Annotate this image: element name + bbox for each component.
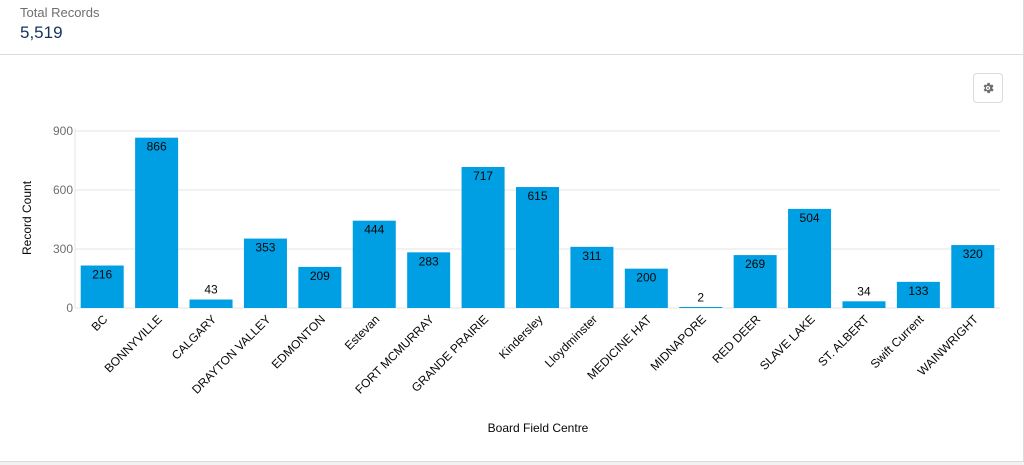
x-tick-label: MIDNAPORE <box>648 312 709 373</box>
bar <box>461 166 505 308</box>
data-label: 615 <box>527 189 547 203</box>
data-label: 717 <box>473 169 493 183</box>
bar <box>679 307 723 308</box>
x-tick-label: BC <box>89 312 111 334</box>
bar <box>570 246 614 308</box>
bar <box>407 252 451 308</box>
data-label: 200 <box>636 271 656 285</box>
x-tick-label: Kindersley <box>496 312 546 362</box>
x-axis-title: Board Field Centre <box>488 421 589 435</box>
data-label: 444 <box>364 223 384 237</box>
x-tick-label: RED DEER <box>710 312 764 366</box>
bar <box>80 265 124 308</box>
data-label: 504 <box>800 211 820 225</box>
chart-settings-button[interactable] <box>973 73 1003 103</box>
x-tick-label: SLAVE LAKE <box>757 312 818 373</box>
data-label: 34 <box>857 284 871 298</box>
data-label: 2 <box>697 291 704 305</box>
y-axis-title: Record Count <box>20 180 34 255</box>
total-records-value: 5,519 <box>20 23 63 42</box>
bottom-border <box>0 461 1024 465</box>
data-label: 133 <box>908 284 928 298</box>
x-tick-label: BONNYVILLE <box>102 312 165 375</box>
data-label: 269 <box>745 257 765 271</box>
x-tick-label: CALGARY <box>169 312 219 362</box>
bar <box>189 299 233 308</box>
x-tick-label: ST. ALBERT <box>815 312 872 369</box>
data-label: 209 <box>310 269 330 283</box>
bar <box>243 238 287 308</box>
bar <box>624 268 668 308</box>
bar <box>896 281 940 308</box>
bar <box>298 266 342 308</box>
data-label: 353 <box>255 241 275 255</box>
data-label: 216 <box>92 268 112 282</box>
data-label: 311 <box>582 249 601 263</box>
y-tick-label: 600 <box>53 183 73 197</box>
bars <box>80 137 995 308</box>
data-label: 320 <box>963 247 983 261</box>
bar <box>951 245 995 308</box>
bar <box>733 255 777 308</box>
bar <box>516 187 559 308</box>
x-tick-label: Estevan <box>342 312 383 353</box>
x-tick-label: Lloydminster <box>542 312 600 370</box>
bar <box>842 301 886 308</box>
y-tick-label: 0 <box>66 301 73 315</box>
bar <box>788 208 832 308</box>
bar <box>352 220 396 308</box>
x-tick-label: EDMONTON <box>269 312 328 371</box>
total-records-label: Total Records <box>20 5 100 20</box>
y-tick-label: 900 <box>53 124 73 138</box>
data-labels: 216 866 43 353 209 444 283 717 615 311 200 2 269 504 3… <box>92 140 983 305</box>
y-tick-label: 300 <box>53 242 73 256</box>
bar <box>135 137 179 308</box>
x-tick-label: Swift Current <box>868 312 927 371</box>
data-label: 43 <box>204 283 218 297</box>
data-label: 866 <box>147 140 167 154</box>
summary-header: Total Records 5,519 <box>0 0 1024 55</box>
gear-icon <box>983 82 994 94</box>
data-label: 283 <box>419 254 439 268</box>
